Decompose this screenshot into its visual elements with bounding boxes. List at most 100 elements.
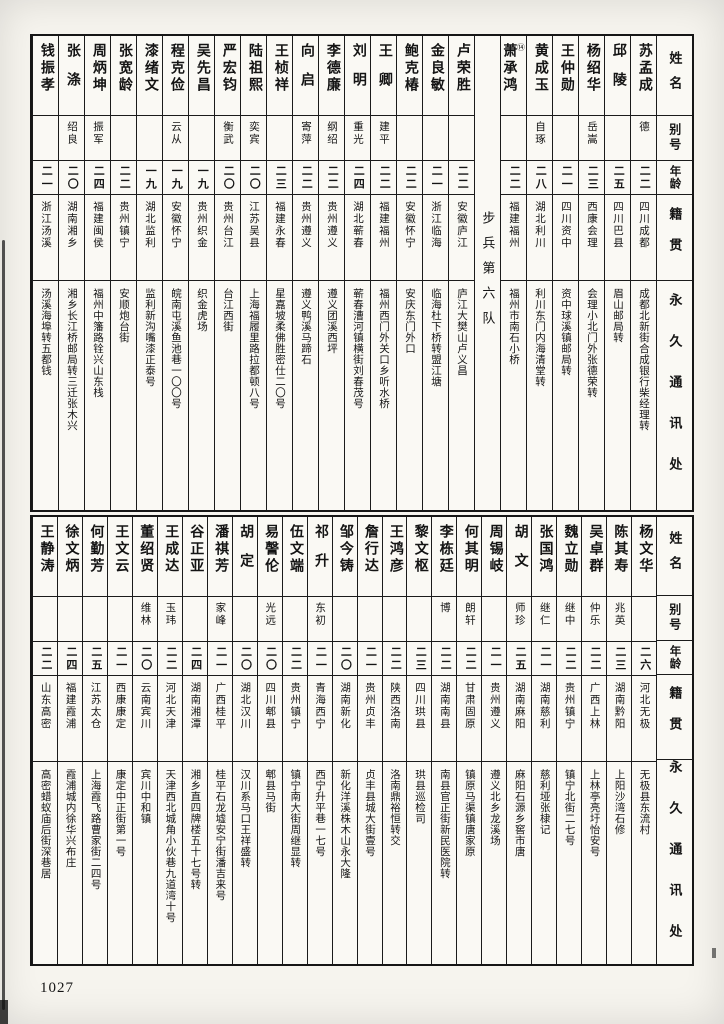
- person-name: 邱陵: [610, 43, 626, 102]
- person-native-place: 湖南麻阳: [513, 682, 525, 730]
- person-name-cell: 邹今铸: [332, 517, 357, 597]
- person-age-cell: 二〇: [332, 642, 357, 676]
- person-column: 何其明 朗轩 二二 甘肃固原 镇原马渠镇唐家原: [456, 517, 482, 964]
- person-name: 王成达: [163, 524, 179, 575]
- person-age-cell: 二三: [267, 161, 292, 195]
- header-address-label: 永久通讯处: [667, 760, 683, 964]
- header-age-cell: 年龄: [657, 161, 692, 195]
- person-alias-cell: 岳嵩: [579, 116, 604, 161]
- person-native-place: 湖南南县: [438, 682, 450, 730]
- person-column: 祁升 东初 二一 青海西宁 西宁升平巷一七号: [306, 517, 332, 964]
- person-alias: 东初: [314, 602, 326, 627]
- person-address-cell: 福州市南石小桥: [501, 281, 526, 510]
- person-name-cell: 金良敏: [423, 36, 448, 116]
- person-native-place: 安徽怀宁: [404, 201, 415, 249]
- person-native-cell: 贵州织金: [189, 195, 214, 281]
- person-age: 二三: [414, 646, 427, 672]
- person-age-cell: 二五: [507, 642, 532, 676]
- person-column: 王仲勋 二一 四川资中 资中球溪镇邮局转: [552, 36, 578, 510]
- person-name: 祁升: [312, 524, 328, 583]
- person-address: 遵义鸭溪马蹄石: [300, 288, 311, 365]
- person-address-cell: 资中球溪镇邮局转: [553, 281, 578, 510]
- person-native-place: 河北无极: [638, 682, 650, 730]
- person-name-cell: 张涤: [59, 36, 84, 116]
- person-alias-cell: 光远: [257, 597, 282, 642]
- person-name: 李德廉: [324, 43, 340, 94]
- person-native-cell: 贵州镇宁: [111, 195, 136, 281]
- person-alias-cell: [58, 597, 83, 642]
- person-age: 二〇: [139, 646, 152, 672]
- person-name-cell: 伍文端: [282, 517, 307, 597]
- person-age-cell: 二一: [532, 642, 557, 676]
- person-alias: 德: [638, 121, 649, 134]
- header-name-label: 姓名: [667, 531, 683, 582]
- person-address: 汤溪海埠转五都钱: [40, 288, 51, 376]
- person-native-cell: 河北天津: [157, 676, 182, 762]
- person-age-cell: 二二: [319, 161, 344, 195]
- person-age: 二三: [274, 165, 287, 191]
- person-native-cell: 贵州贞丰: [357, 676, 382, 762]
- person-native-cell: 江苏吴县: [241, 195, 266, 281]
- person-age-cell: 二一: [357, 642, 382, 676]
- person-age: 二二: [289, 646, 302, 672]
- person-native-cell: 湖北监利: [137, 195, 162, 281]
- person-name: 潘祺芳: [213, 524, 229, 575]
- person-native-place: 西康康定: [114, 682, 126, 730]
- person-address: 西宁升平巷一七号: [314, 769, 326, 857]
- person-name: 魏立勋: [562, 524, 578, 575]
- person-age: 一九: [170, 165, 183, 191]
- person-name: 周锡岐: [487, 524, 503, 575]
- person-age: 二二: [164, 646, 177, 672]
- person-column: 向启 寄萍 二二 贵州遵义 遵义鸭溪马蹄石: [292, 36, 318, 510]
- person-native-cell: 湖北汉川: [232, 676, 257, 762]
- person-address-cell: 桂平石龙墟安宁街潘吉来号: [208, 762, 232, 964]
- person-alias-cell: 寄萍: [293, 116, 318, 161]
- person-alias-cell: [382, 597, 407, 642]
- person-column: 张国鸿 继仁 二一 湖南慈利 慈利垭张棣记: [531, 517, 557, 964]
- person-native-place: 青海西宁: [314, 682, 326, 730]
- person-age: 二六: [638, 646, 651, 672]
- person-native-cell: 四川珙县: [407, 676, 432, 762]
- person-native-cell: 湖南慈利: [532, 676, 557, 762]
- person-address: 洛南鼎裕恒转交: [389, 769, 400, 846]
- person-native-place: 贵州镇宁: [289, 682, 301, 730]
- person-address-cell: 星嘉坡柔佛胜密仕二〇号: [267, 281, 292, 510]
- person-age-cell: 二八: [527, 161, 552, 195]
- person-name: 张涤: [64, 43, 80, 102]
- person-age-cell: 一九: [189, 161, 214, 195]
- person-address: 镇原马渠镇唐家原: [463, 769, 475, 857]
- person-column: 杨绍华 岳嵩 二三 西康会理 会理小北门外张德荣转: [578, 36, 604, 510]
- person-name: 张国鸿: [537, 524, 553, 575]
- person-native-place: 广西桂平: [214, 682, 226, 730]
- person-name-cell: 邱陵: [605, 36, 630, 116]
- person-age-cell: 二〇: [232, 642, 257, 676]
- person-alias: 寄萍: [300, 121, 311, 146]
- person-address: 康定中正街第一号: [114, 769, 126, 857]
- person-alias: 绍良: [66, 121, 77, 146]
- person-name: 陆祖熙: [246, 43, 262, 94]
- person-alias: 光远: [264, 602, 276, 627]
- person-native-cell: 河北无极: [632, 676, 656, 762]
- person-native-place: 湖北蕲春: [352, 201, 363, 249]
- person-age: 二一: [40, 165, 53, 191]
- header-alias-cell: 别号: [657, 116, 692, 161]
- person-address: 湘乡直四牌楼五十七号转: [189, 769, 201, 890]
- person-address-cell: 上海霞飞路曹家街二四号: [83, 762, 107, 964]
- person-native-place: 安徽怀宁: [170, 201, 181, 249]
- person-native-cell: 青海西宁: [307, 676, 332, 762]
- person-name: 张宽龄: [116, 43, 132, 94]
- person-alias: 维林: [139, 602, 151, 627]
- person-alias-cell: [33, 116, 58, 161]
- person-column: 陈其寿 兆英 二三 湖南黔阳 上阳沙湾石修: [606, 517, 632, 964]
- person-age: 二二: [404, 165, 417, 191]
- person-address: 遵义北乡龙溪场: [488, 769, 500, 846]
- person-age: 二〇: [264, 646, 277, 672]
- person-native-cell: 四川郫县: [257, 676, 282, 762]
- person-name-cell: 鲍克椿: [397, 36, 422, 116]
- person-alias-cell: 云从: [163, 116, 188, 161]
- person-address: 天津西北城角小伙巷九道湾十号: [164, 769, 176, 923]
- person-column: 刘明 重光 二四 湖北蕲春 蕲春漕河镇横街刘春茂号: [344, 36, 370, 510]
- person-address-cell: 利川东门内海清堂转: [527, 281, 552, 510]
- person-alias-cell: 玉玮: [157, 597, 182, 642]
